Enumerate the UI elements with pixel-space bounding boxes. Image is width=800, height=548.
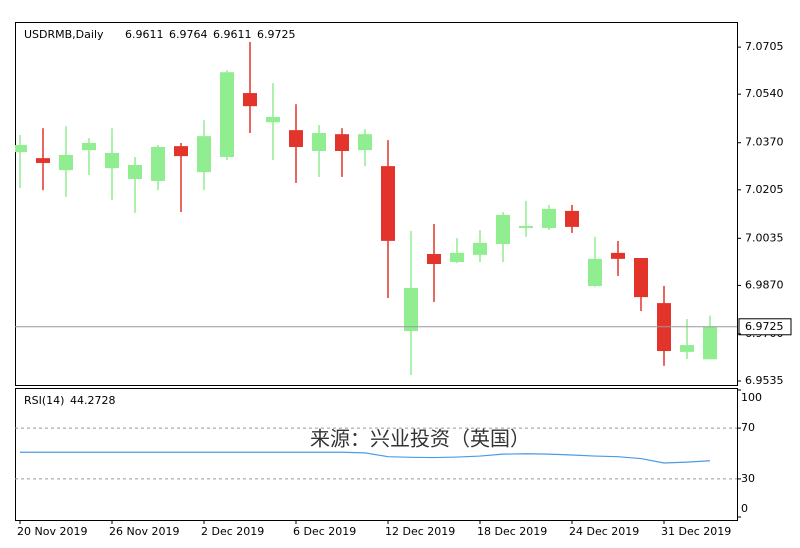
x-tick-label: 6 Dec 2019 (293, 525, 356, 538)
rsi-plot (15, 427, 737, 480)
rsi-line (20, 451, 711, 464)
header-open: 6.9611 (125, 28, 164, 41)
candle-body (611, 252, 625, 259)
candle-body (197, 136, 211, 173)
header-close: 6.9725 (257, 28, 296, 41)
last-price-label: 6.9725 (745, 320, 784, 333)
y-tick-label: 7.0205 (745, 183, 784, 196)
candle-body (473, 242, 487, 255)
candle-body (680, 345, 694, 352)
x-tick-label: 31 Dec 2019 (661, 525, 731, 538)
candle-body (542, 208, 556, 229)
candle-body (496, 214, 510, 245)
x-tick-label: 24 Dec 2019 (569, 525, 639, 538)
x-tick-label: 2 Dec 2019 (201, 525, 264, 538)
header-low: 6.9611 (213, 28, 252, 41)
rsi-tick-label: 0 (741, 502, 748, 515)
candle-body (335, 134, 349, 151)
header-high: 6.9764 (169, 28, 208, 41)
candle-body (358, 134, 372, 151)
candle-body (404, 287, 418, 332)
last-price-box (738, 318, 792, 336)
candle-body (312, 133, 326, 151)
y-tick-label: 7.0370 (745, 136, 784, 149)
candle-body (634, 258, 648, 298)
candle-body (15, 144, 27, 153)
x-tick-label: 26 Nov 2019 (109, 525, 179, 538)
labels: USDRMB,Daily 6.9611 6.9764 6.9611 6.9725… (17, 28, 792, 538)
main-panel (15, 22, 738, 386)
candle-body (427, 254, 441, 264)
candle-body (151, 146, 165, 181)
rsi-panel (15, 388, 738, 521)
candle-body (36, 158, 50, 163)
candle-body (220, 72, 234, 157)
x-tick-label: 12 Dec 2019 (385, 525, 455, 538)
y-tick-label: 7.0705 (745, 40, 784, 53)
candle-body (59, 154, 73, 171)
y-tick-label: 6.9535 (745, 374, 784, 387)
candle-body (703, 326, 717, 360)
y-tick-label: 6.9870 (745, 278, 784, 291)
x-tick-label: 18 Dec 2019 (477, 525, 547, 538)
candle-body (105, 152, 119, 169)
price-plot (15, 41, 737, 376)
candle-body (174, 146, 188, 157)
rsi-name: RSI(14) (24, 394, 64, 407)
chart-title: USDRMB,Daily (24, 28, 104, 41)
candle-body (289, 130, 303, 147)
rsi-tick-label: 100 (741, 391, 762, 404)
candle-body (588, 258, 602, 286)
watermark: 来源：兴业投资（英国） (310, 427, 530, 451)
candle-body (381, 166, 395, 241)
y-tick-label: 7.0540 (745, 87, 784, 100)
candle-body (519, 226, 533, 229)
candle-body (243, 93, 257, 107)
candle-body (450, 252, 464, 263)
x-tick-label: 20 Nov 2019 (17, 525, 87, 538)
candle-body (128, 164, 142, 179)
rsi-tick-label: 30 (741, 472, 755, 485)
rsi-tick-label: 70 (741, 421, 755, 434)
candle-body (565, 210, 579, 227)
candle-body (82, 143, 96, 151)
candle-body (266, 117, 280, 123)
rsi-last: 44.2728 (70, 394, 116, 407)
y-tick-label: 7.0035 (745, 231, 784, 244)
